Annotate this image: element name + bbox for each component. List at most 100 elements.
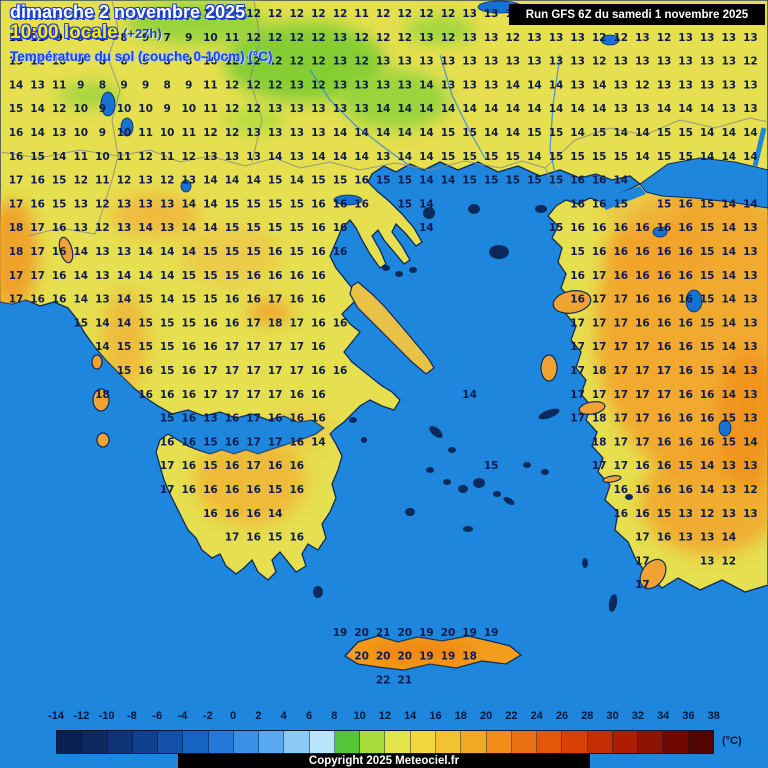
- temp-value: 17: [203, 365, 218, 377]
- temp-value: 14: [505, 103, 520, 115]
- temp-value: 15: [441, 127, 456, 139]
- legend-cell: [132, 731, 159, 753]
- temp-value: 12: [30, 56, 45, 68]
- temp-value: 16: [268, 270, 283, 282]
- temp-value: 14: [30, 103, 45, 115]
- temp-value: 9: [185, 79, 192, 91]
- temp-value: 15: [203, 460, 218, 472]
- temp-value: 13: [441, 79, 456, 91]
- temp-value: 11: [117, 151, 132, 163]
- legend-cell: [486, 731, 512, 753]
- temp-value: 16: [592, 246, 607, 258]
- temp-value: 10: [73, 103, 88, 115]
- temp-value: 14: [592, 103, 607, 115]
- temp-value: 15: [117, 365, 132, 377]
- temp-value: 17: [268, 389, 283, 401]
- temp-value: 16: [246, 532, 261, 544]
- temp-value: 12: [289, 32, 304, 44]
- temp-value: 13: [138, 175, 153, 187]
- temp-value: 12: [311, 32, 326, 44]
- temp-value: 13: [73, 222, 88, 234]
- temp-value: 13: [311, 103, 326, 115]
- temp-value: 13: [268, 127, 283, 139]
- legend-tick: 38: [707, 710, 720, 722]
- temp-value: 13: [570, 79, 585, 91]
- temp-value: 15: [117, 341, 132, 353]
- temp-value: 18: [592, 365, 607, 377]
- temp-value: 20: [354, 627, 369, 639]
- temp-value: 16: [203, 341, 218, 353]
- temp-value: 14: [95, 341, 110, 353]
- legend-cell: [461, 731, 487, 753]
- temp-value: 14: [441, 175, 456, 187]
- temp-value: 14: [721, 532, 736, 544]
- temp-value: 16: [181, 436, 196, 448]
- euboea-island: [349, 281, 435, 375]
- temp-value: 17: [613, 294, 628, 306]
- temp-value: 16: [181, 413, 196, 425]
- temp-value: 16: [592, 222, 607, 234]
- temp-value: 13: [376, 56, 391, 68]
- temp-value: 9: [142, 8, 149, 20]
- temp-value: 16: [160, 436, 175, 448]
- temp-value: 14: [441, 103, 456, 115]
- temp-value: 18: [9, 222, 24, 234]
- temp-value: 14: [743, 127, 758, 139]
- temp-value: 11: [225, 32, 240, 44]
- temp-value: 12: [311, 79, 326, 91]
- temp-value: 12: [613, 32, 628, 44]
- temp-value: 10: [203, 32, 218, 44]
- temp-value: 14: [181, 222, 196, 234]
- temp-value: 18: [268, 317, 283, 329]
- temp-value: 19: [419, 627, 434, 639]
- temp-value: 15: [225, 270, 240, 282]
- temp-value: 16: [181, 341, 196, 353]
- temp-value: 12: [397, 8, 412, 20]
- temp-value: 10: [95, 151, 110, 163]
- temp-value: 13: [484, 8, 499, 20]
- temp-value: 14: [160, 270, 175, 282]
- temp-value: 15: [160, 365, 175, 377]
- temp-value: 13: [527, 32, 542, 44]
- temp-value: 16: [333, 365, 348, 377]
- legend-cell: [334, 731, 361, 753]
- temp-value: 13: [289, 79, 304, 91]
- temp-value: 15: [657, 127, 672, 139]
- bosphorus-strait: [752, 127, 767, 167]
- temp-value: 14: [73, 294, 88, 306]
- time-label: 10:00 locale: [10, 22, 118, 44]
- temp-value: 17: [203, 389, 218, 401]
- temp-value: 17: [613, 365, 628, 377]
- temp-value: 14: [700, 484, 715, 496]
- temp-value: 17: [225, 389, 240, 401]
- temp-value: 16: [657, 317, 672, 329]
- temp-value: 16: [613, 508, 628, 520]
- temp-value: 16: [225, 436, 240, 448]
- temp-value: 13: [678, 32, 693, 44]
- temp-value: 15: [484, 175, 499, 187]
- temp-value: 13: [743, 32, 758, 44]
- legend-tick: -8: [127, 710, 137, 722]
- temp-value: 16: [289, 460, 304, 472]
- temp-value: 13: [678, 56, 693, 68]
- temp-value: 17: [246, 389, 261, 401]
- temp-value: 13: [117, 246, 132, 258]
- temp-value: 14: [138, 222, 153, 234]
- temp-value: 14: [73, 246, 88, 258]
- temp-value: 16: [678, 389, 693, 401]
- temp-value: 15: [289, 198, 304, 210]
- temp-value: 16: [613, 222, 628, 234]
- temp-value: 17: [268, 294, 283, 306]
- temp-value: 12: [289, 56, 304, 68]
- temp-value: 16: [657, 246, 672, 258]
- temp-value: 14: [721, 151, 736, 163]
- temp-value: 16: [52, 246, 67, 258]
- temp-value: 13: [743, 294, 758, 306]
- temp-value: 9: [164, 103, 171, 115]
- temp-value: 16: [311, 222, 326, 234]
- temp-value: 14: [203, 222, 218, 234]
- temp-value: 12: [311, 56, 326, 68]
- temp-value: 13: [721, 508, 736, 520]
- temp-value: 15: [527, 175, 542, 187]
- temp-value: 13: [462, 8, 477, 20]
